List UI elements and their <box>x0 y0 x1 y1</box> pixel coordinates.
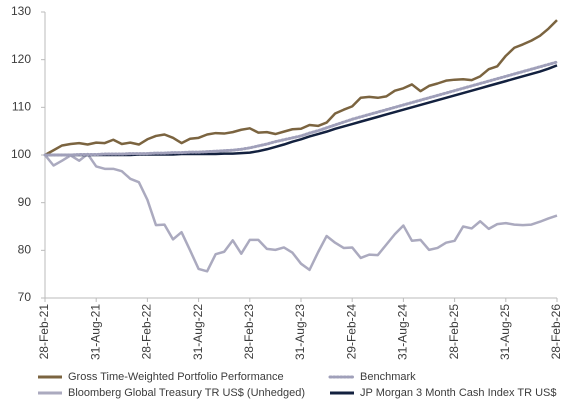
legend-label: Gross Time-Weighted Portfolio Performanc… <box>68 371 284 383</box>
x-tick-label: 31-Aug-24 <box>396 304 410 360</box>
series-line <box>44 19 558 157</box>
x-tick-label: 28-Feb-22 <box>140 304 154 360</box>
y-tick-label: 70 <box>18 290 32 304</box>
x-tick-label: 29-Feb-24 <box>344 304 358 360</box>
x-tick-label: 31-Aug-23 <box>293 304 307 360</box>
x-tick-label: 28-Feb-26 <box>549 304 563 360</box>
y-tick-label: 100 <box>11 147 31 161</box>
x-tick-label: 31-Aug-25 <box>498 304 512 360</box>
series-line <box>44 152 558 273</box>
x-tick-label: 28-Feb-21 <box>37 304 51 360</box>
series-line <box>43 60 559 157</box>
x-tick-label: 31-Aug-21 <box>88 304 102 360</box>
y-tick-label: 80 <box>18 243 32 257</box>
x-tick-label: 31-Aug-22 <box>191 304 205 360</box>
y-tick-label: 90 <box>18 195 32 209</box>
legend-label: Benchmark <box>360 371 416 383</box>
legend-label: JP Morgan 3 Month Cash Index TR US$ <box>360 387 556 399</box>
x-tick-label: 28-Feb-25 <box>447 304 461 360</box>
x-tick-label: 28-Feb-23 <box>242 304 256 360</box>
y-tick-label: 120 <box>11 52 31 66</box>
legend-label: Bloomberg Global Treasury TR US$ (Unhedg… <box>68 387 305 399</box>
y-tick-label: 110 <box>12 100 31 114</box>
series-line <box>45 64 558 157</box>
y-tick-label: 130 <box>11 4 31 18</box>
